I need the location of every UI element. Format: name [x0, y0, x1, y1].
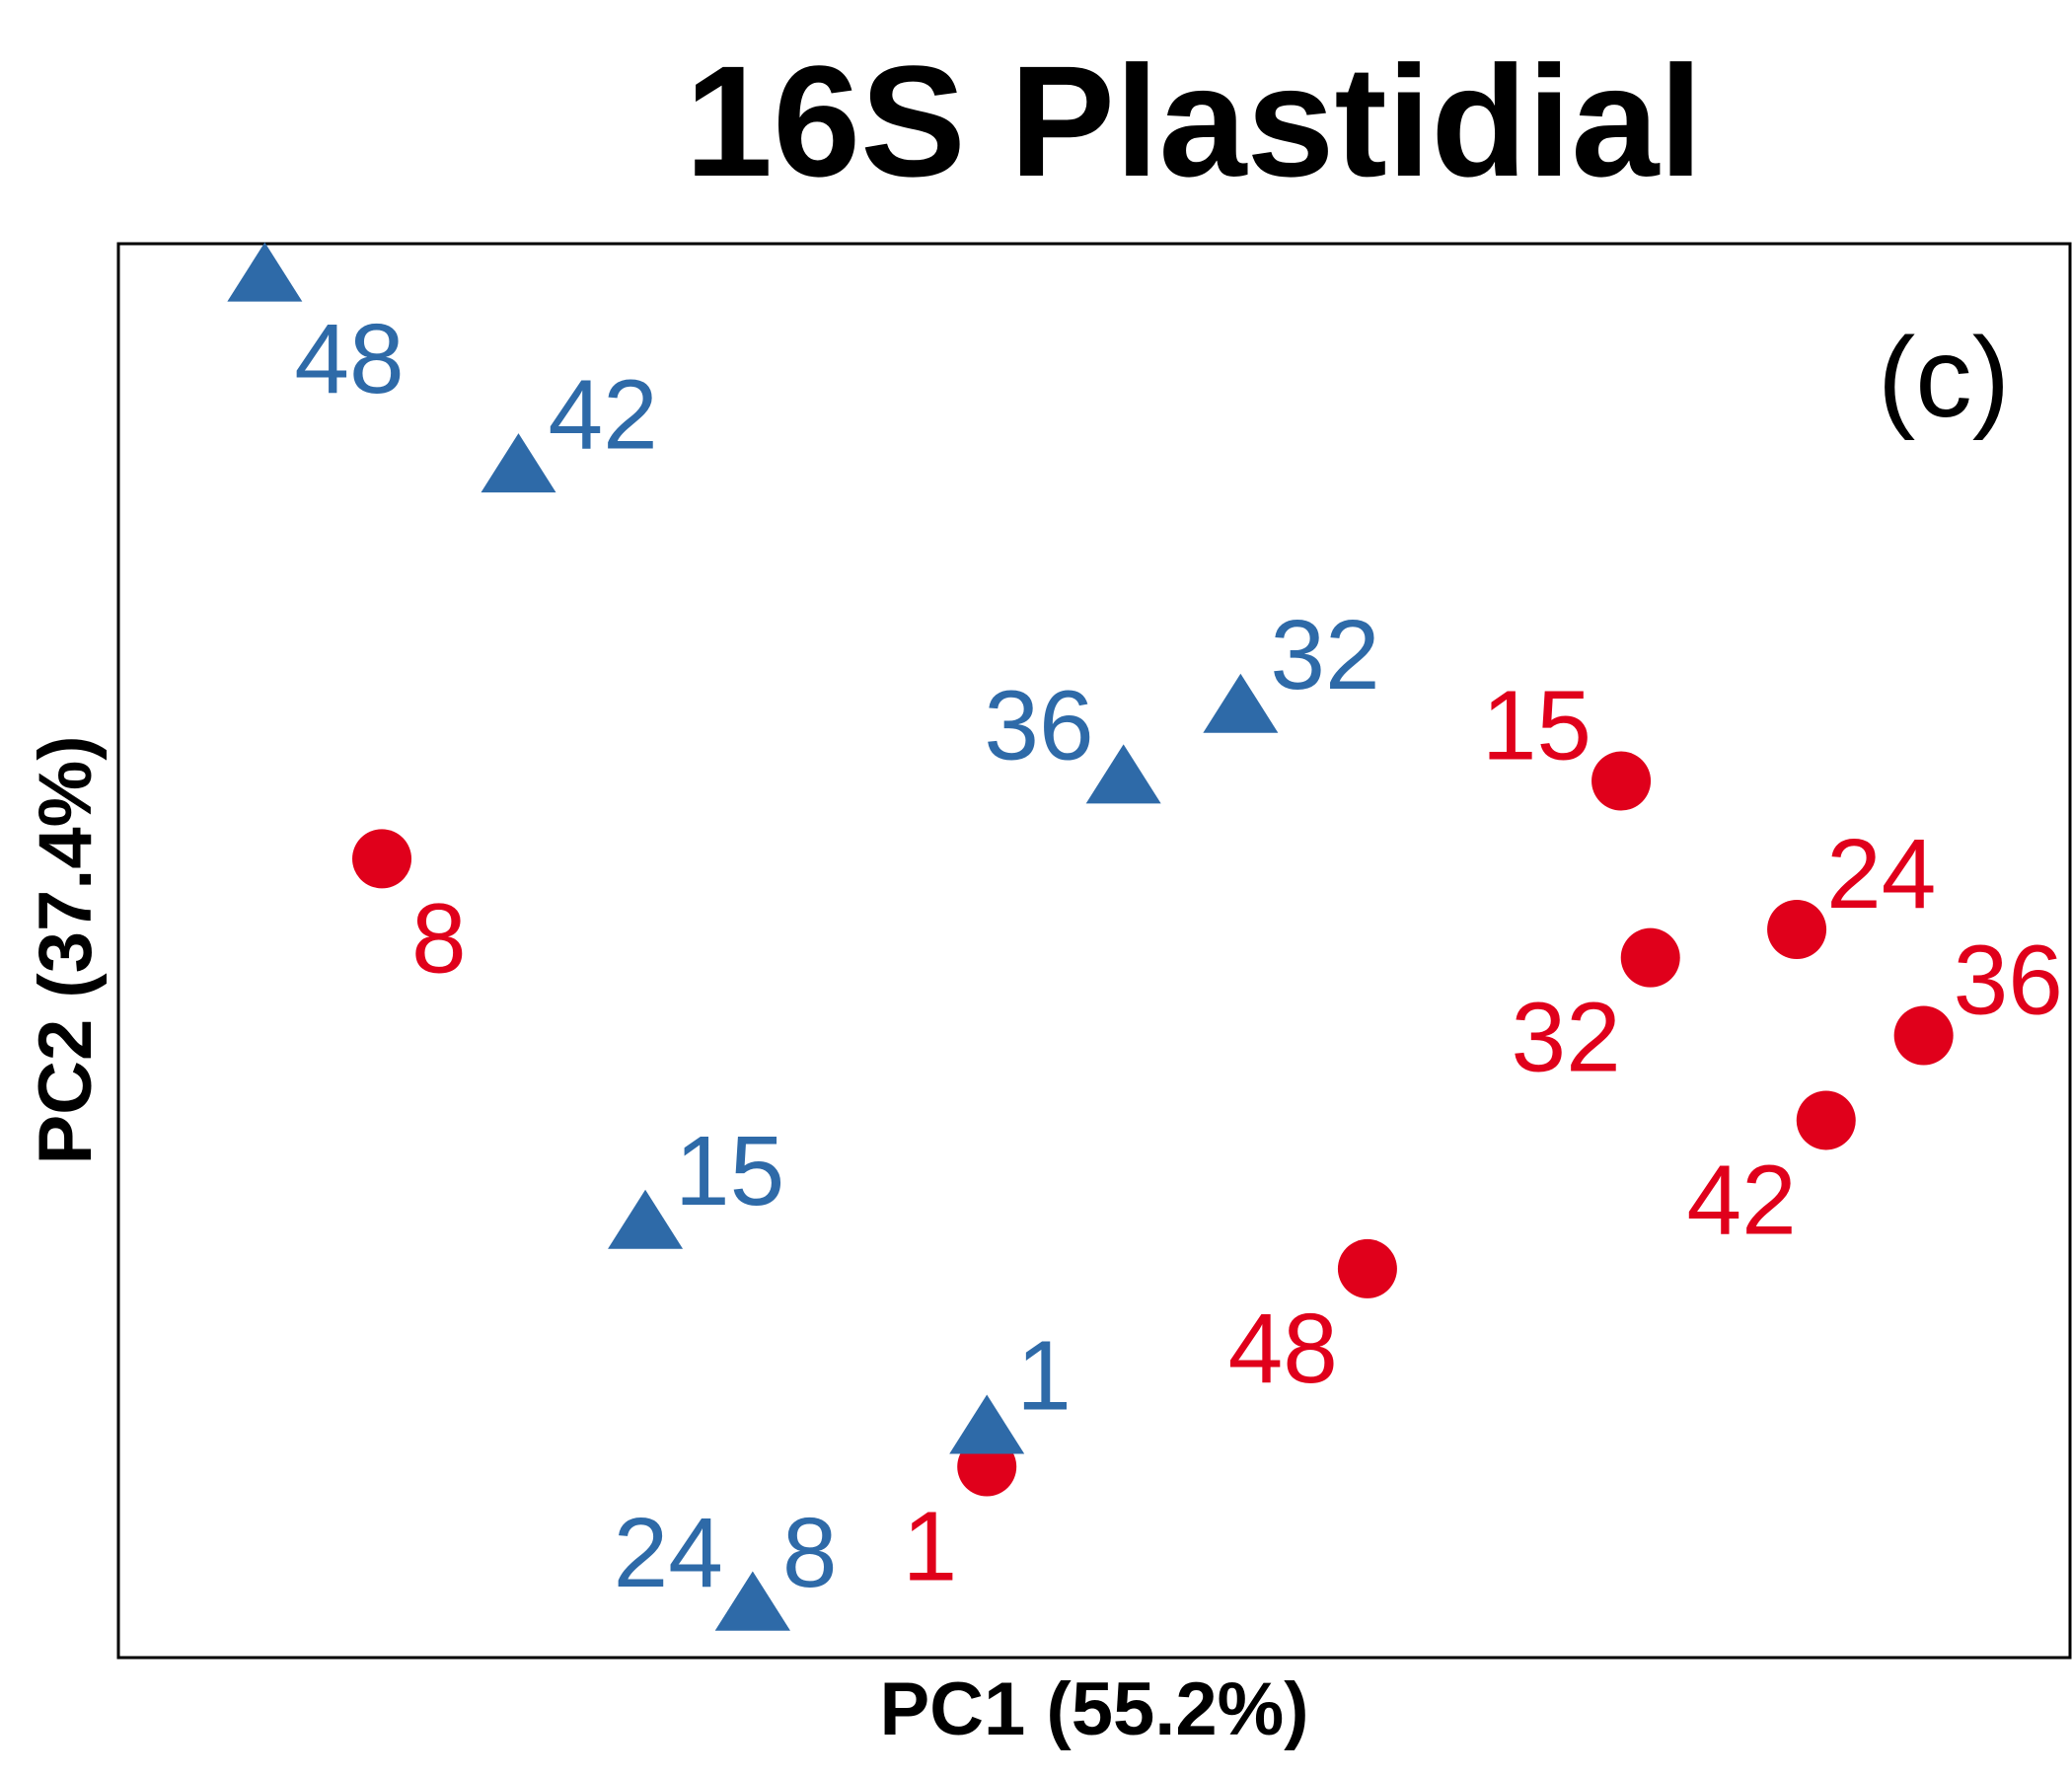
triangle-point [1203, 673, 1279, 733]
point-label: 36 [1954, 925, 2063, 1035]
circle-point [1796, 1090, 1856, 1150]
circle-point [1767, 900, 1827, 960]
x-axis-label: PC1 (55.2%) [879, 1667, 1308, 1751]
circle-point [1893, 1005, 1954, 1066]
point-label: 15 [675, 1116, 784, 1226]
point-label: 32 [1511, 983, 1620, 1093]
circle-point [352, 829, 412, 889]
point-label: 48 [1228, 1294, 1338, 1404]
y-axis-label: PC2 (37.4%) [24, 735, 108, 1164]
point-label: 24 [614, 1498, 723, 1608]
point-label: 32 [1270, 600, 1379, 710]
triangle-point [949, 1394, 1025, 1454]
point-label: 36 [984, 671, 1093, 781]
point-label: 42 [1687, 1145, 1797, 1255]
point-label: 8 [782, 1498, 838, 1608]
point-label: 15 [1482, 671, 1591, 781]
circle-point [1337, 1238, 1397, 1298]
triangle-point [1085, 744, 1161, 804]
circle-point [1591, 751, 1652, 811]
triangle-point [608, 1189, 684, 1249]
point-label: 1 [1016, 1321, 1072, 1432]
point-label: 24 [1826, 819, 1936, 929]
triangle-point [714, 1571, 790, 1631]
circle-point [1620, 927, 1680, 988]
chart-title: 16S Plastidial [685, 33, 1703, 209]
triangle-point [481, 433, 556, 493]
panel-label: (c) [1878, 315, 2010, 441]
plot-frame [116, 242, 2072, 1660]
point-label: 42 [548, 359, 657, 470]
triangle-point [227, 242, 303, 302]
point-label: 1 [903, 1492, 958, 1602]
point-label: 8 [411, 883, 467, 994]
point-label: 48 [294, 304, 404, 414]
points-layer: 8 15 24 32 36 42 48 1 48 42 36 32 15 1 24 8 [227, 242, 2063, 1631]
